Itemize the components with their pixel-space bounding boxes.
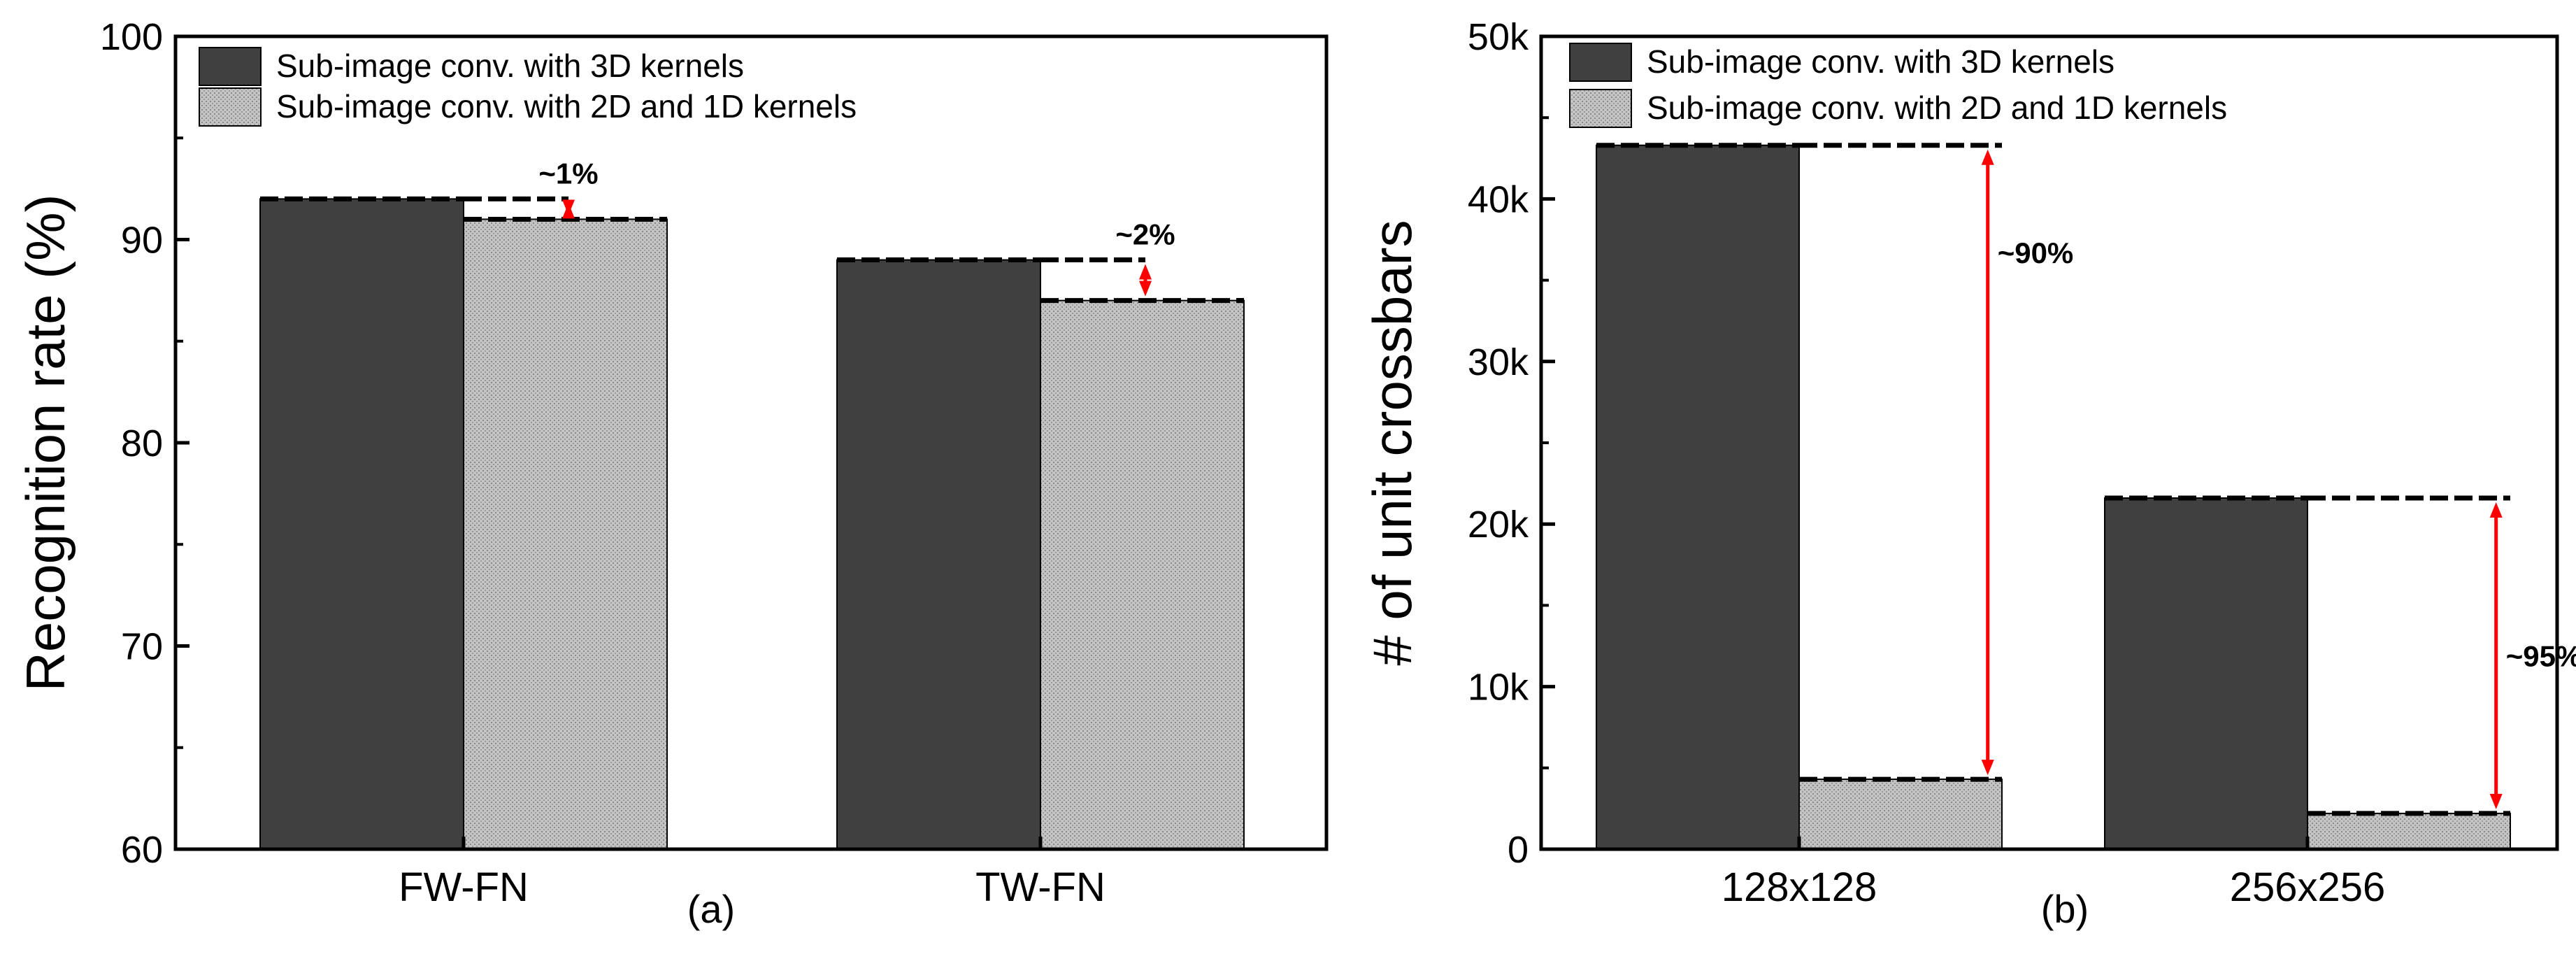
panel-b-annotation-arrowhead-top-1 xyxy=(2489,502,2503,518)
panel-b-bar-3d-128x128 xyxy=(1596,144,1800,850)
panel-b-annotation-arrowhead-bottom-1 xyxy=(2489,793,2503,809)
panel-a-annotation-label-0: ~1% xyxy=(538,157,598,190)
panel-a-annotation-arrowhead-top-1 xyxy=(1139,264,1152,280)
panel-b-bar-2d1d-256x256 xyxy=(2307,812,2511,850)
panel-b-legend-label-2d1d: Sub-image conv. with 2D and 1D kernels xyxy=(1647,90,2227,126)
panel-a-annotation-arrowhead-bottom-0 xyxy=(562,199,575,215)
panel-b-sublabel: (b) xyxy=(2041,887,2089,931)
panel-b-y-axis-title: # of unit crossbars xyxy=(1361,220,1423,665)
panel-b-category-label-128x128: 128x128 xyxy=(1722,865,1877,910)
panel-b-y-tick-label: 40k xyxy=(1468,178,1529,220)
panel-a-recognition-rate-chart: ~1% ~2% 60 70 80 90 100 FW-FN TW-FN Recognition r… xyxy=(15,16,1329,931)
panel-b-y-tick-label: 0 xyxy=(1508,829,1529,871)
panel-a-bar-3d-fw-fn xyxy=(259,198,464,850)
panel-a-y-tick-label: 70 xyxy=(121,626,163,668)
panel-a-y-axis-title: Recognition rate (%) xyxy=(15,194,76,692)
panel-b-category-label-256x256: 256x256 xyxy=(2230,865,2386,910)
panel-a-y-tick-label: 60 xyxy=(121,829,163,871)
panel-b-annotation-arrowhead-top-0 xyxy=(1981,149,1994,165)
panel-b-annotation-label-0: ~90% xyxy=(1998,236,2074,269)
panel-a-annotation-label-1: ~2% xyxy=(1115,218,1175,251)
panel-a-category-label-fw-fn: FW-FN xyxy=(399,865,529,910)
panel-b-annotation-arrowhead-bottom-0 xyxy=(1981,760,1994,776)
panel-a-legend-label-2d1d: Sub-image conv. with 2D and 1D kernels xyxy=(276,88,857,125)
panel-a-bar-2d1d-fw-fn xyxy=(463,218,668,850)
panel-b-legend-label-3d: Sub-image conv. with 3D kernels xyxy=(1647,43,2115,80)
panel-a-sublabel: (a) xyxy=(687,887,735,931)
panel-a-y-tick-label: 80 xyxy=(121,422,163,464)
panel-a-annotation-arrowhead-bottom-1 xyxy=(1139,280,1152,297)
panel-b-annotation-label-1: ~95% xyxy=(2506,639,2576,672)
panel-b-bar-3d-256x256 xyxy=(2104,497,2308,850)
panel-b-y-tick-label: 30k xyxy=(1468,341,1529,383)
panel-b-legend-swatch-2d1d xyxy=(1569,89,1632,128)
panel-b-y-tick-label: 20k xyxy=(1468,504,1529,546)
panel-a-legend-swatch-3d xyxy=(199,47,262,86)
panel-a-legend-swatch-2d1d xyxy=(199,87,262,127)
panel-a-y-tick-label: 100 xyxy=(100,16,163,58)
panel-b-y-tick-label: 10k xyxy=(1468,667,1529,709)
panel-a-bar-3d-tw-fn xyxy=(836,259,1041,850)
panel-b-bar-2d1d-128x128 xyxy=(1798,779,2003,850)
panel-b-legend-swatch-3d xyxy=(1569,43,1632,82)
panel-a-legend-label-3d: Sub-image conv. with 3D kernels xyxy=(276,48,744,84)
panel-a-category-label-tw-fn: TW-FN xyxy=(975,865,1105,910)
panel-a-bar-2d1d-tw-fn xyxy=(1040,299,1245,850)
panel-b-y-tick-label: 50k xyxy=(1468,16,1529,58)
panel-a-y-tick-label: 90 xyxy=(121,220,163,262)
panel-b-unit-crossbars-chart: ~90% ~95% 0 10k 20k 30k 40k 50k 128x128 256x256 # … xyxy=(1361,16,2576,931)
